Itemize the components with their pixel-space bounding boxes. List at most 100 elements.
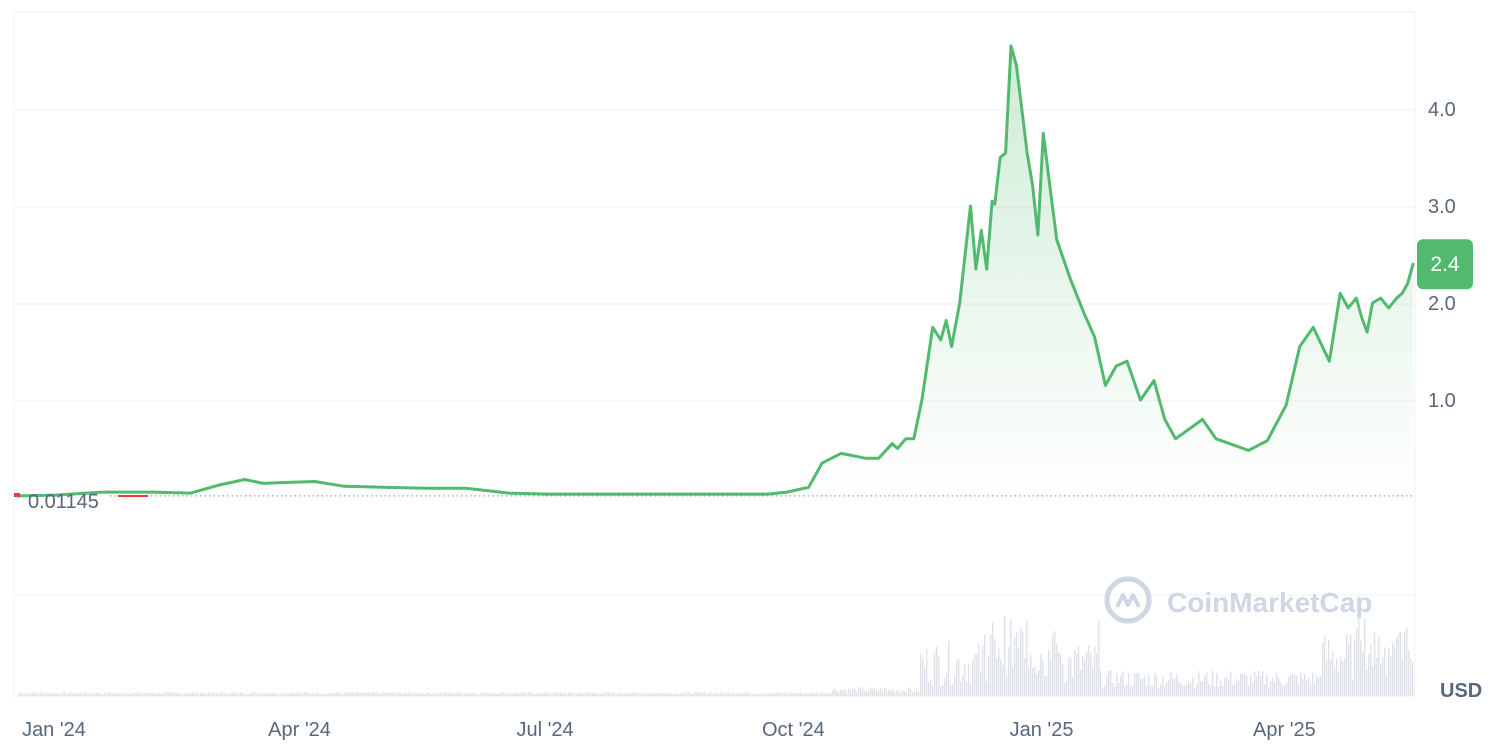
volume-bar [364, 692, 366, 696]
volume-bar [1254, 671, 1256, 696]
volume-bar [128, 693, 130, 696]
volume-bar [408, 692, 410, 696]
volume-bar [692, 693, 694, 696]
volume-bar [824, 693, 826, 696]
volume-bar [1172, 678, 1174, 696]
volume-bar [1008, 646, 1010, 696]
volume-bar [350, 692, 352, 696]
volume-bar [590, 692, 592, 696]
volume-bar [928, 681, 930, 696]
volume-bar [562, 693, 564, 696]
volume-bar [534, 693, 536, 696]
volume-bar [442, 693, 444, 696]
volume-bar [616, 693, 618, 696]
volume-bar [1368, 654, 1370, 696]
volume-bar [950, 685, 952, 696]
volume-bar [890, 690, 892, 696]
volume-bar [108, 692, 110, 696]
volume-bar [530, 692, 532, 696]
volume-bar [584, 693, 586, 696]
volume-bar [1190, 683, 1192, 696]
volume-bar [1026, 620, 1028, 696]
volume-bar [274, 692, 276, 696]
volume-bars [18, 615, 1414, 696]
volume-bar [1232, 684, 1234, 696]
volume-bar [412, 693, 414, 696]
volume-bar [416, 693, 418, 696]
volume-bar [512, 693, 514, 696]
volume-bar [422, 693, 424, 696]
volume-bar [922, 657, 924, 696]
watermark: CoinMarketCap [1104, 576, 1372, 624]
volume-bar [1046, 675, 1048, 696]
volume-bar [146, 693, 148, 696]
volume-bar [1184, 685, 1186, 696]
volume-bar [936, 646, 938, 696]
volume-bar [400, 692, 402, 696]
volume-bar [64, 692, 66, 696]
volume-bar [1342, 660, 1344, 696]
volume-bar [956, 660, 958, 696]
volume-bar [888, 689, 890, 696]
volume-bar [564, 692, 566, 696]
volume-bar [34, 692, 36, 696]
volume-bar [896, 690, 898, 696]
volume-bar [450, 692, 452, 696]
volume-bar [700, 692, 702, 696]
volume-bar [1192, 677, 1194, 696]
volume-bar [872, 688, 874, 696]
volume-bar [256, 693, 258, 696]
volume-bar [1042, 660, 1044, 696]
volume-bar [848, 688, 850, 696]
volume-bar [602, 693, 604, 696]
volume-bar [1288, 676, 1290, 696]
volume-bar [110, 693, 112, 696]
volume-bar [860, 688, 862, 696]
volume-bar [58, 693, 60, 696]
volume-bar [1240, 673, 1242, 696]
volume-bar [1282, 685, 1284, 696]
volume-bar [508, 693, 510, 696]
volume-bar [1174, 678, 1176, 696]
volume-bar [1138, 673, 1140, 696]
volume-bar [932, 685, 934, 696]
volume-bar [1330, 659, 1332, 696]
volume-bar [1294, 674, 1296, 696]
volume-bar [306, 692, 308, 696]
volume-bar [90, 692, 92, 696]
volume-bar [1234, 684, 1236, 696]
volume-bar [104, 692, 106, 696]
volume-bar [838, 692, 840, 696]
volume-bar [802, 693, 804, 696]
volume-bar [650, 693, 652, 696]
volume-bar [1268, 687, 1270, 696]
volume-bar [796, 693, 798, 696]
volume-bar [388, 693, 390, 696]
price-line [16, 44, 1415, 498]
volume-bar [42, 692, 44, 696]
volume-bar [362, 693, 364, 696]
volume-bar [1010, 618, 1012, 696]
volume-bar [178, 692, 180, 696]
volume-bar [84, 692, 86, 696]
volume-bar [476, 693, 478, 696]
volume-bar [626, 693, 628, 696]
volume-bar [962, 674, 964, 696]
start-marker [14, 493, 20, 497]
volume-bar [456, 693, 458, 696]
volume-bar [156, 693, 158, 696]
volume-bar [1110, 670, 1112, 696]
volume-bar [560, 692, 562, 696]
volume-bar [948, 641, 950, 696]
volume-bar [648, 693, 650, 696]
volume-bar [842, 690, 844, 696]
volume-bar [382, 692, 384, 696]
volume-bar [1106, 676, 1108, 696]
volume-bar [540, 692, 542, 696]
volume-bar [44, 693, 46, 696]
volume-bar [982, 646, 984, 696]
volume-bar [438, 693, 440, 696]
volume-bar [192, 692, 194, 696]
volume-bar [1122, 671, 1124, 696]
volume-bar [670, 693, 672, 696]
